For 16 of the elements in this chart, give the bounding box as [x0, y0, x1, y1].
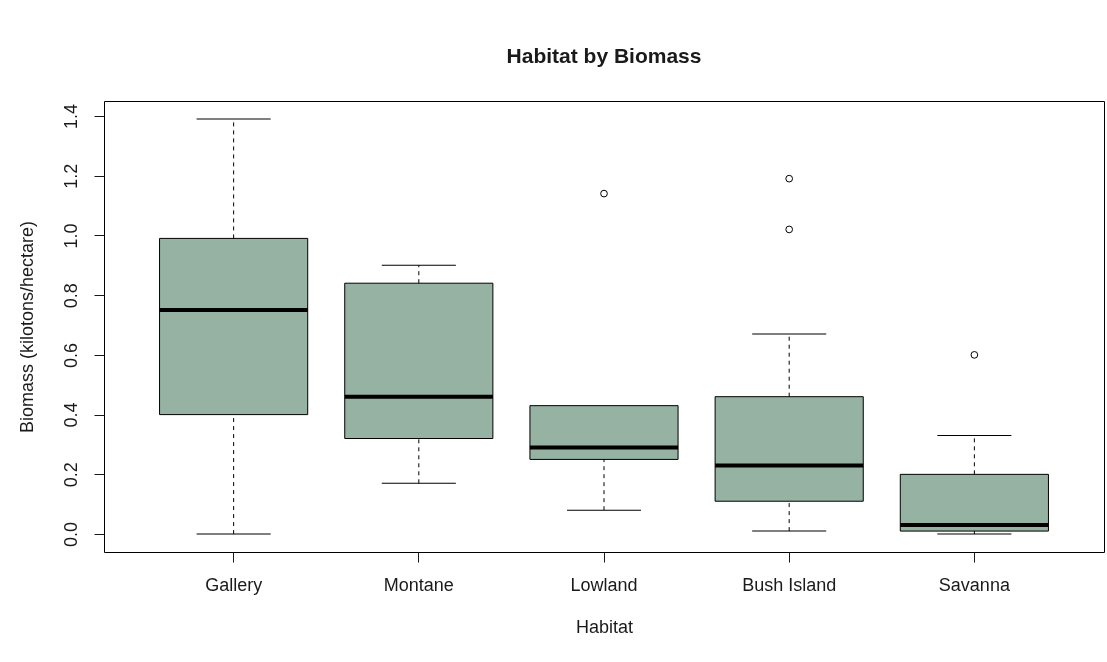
chart-title: Habitat by Biomass [506, 44, 702, 67]
y-tick-label: 1.2 [60, 163, 81, 189]
x-tick-label: Lowland [570, 574, 638, 595]
y-tick-label: 0.8 [60, 283, 81, 309]
y-tick-label: 1.4 [60, 103, 81, 129]
y-tick-label: 1.0 [60, 223, 81, 249]
x-tick-label: Bush Island [742, 574, 837, 595]
x-tick-label: Gallery [205, 574, 263, 595]
x-tick-label: Montane [383, 574, 454, 595]
y-tick-label: 0.0 [60, 522, 81, 548]
x-axis-title: Habitat [575, 616, 634, 637]
y-tick-label: 0.4 [60, 402, 81, 428]
x-tick-label: Savanna [938, 574, 1011, 595]
y-axis-title: Biomass (kilotons/hectare) [16, 220, 37, 434]
y-tick-label: 0.2 [60, 462, 81, 488]
y-tick-label: 0.6 [60, 342, 81, 368]
